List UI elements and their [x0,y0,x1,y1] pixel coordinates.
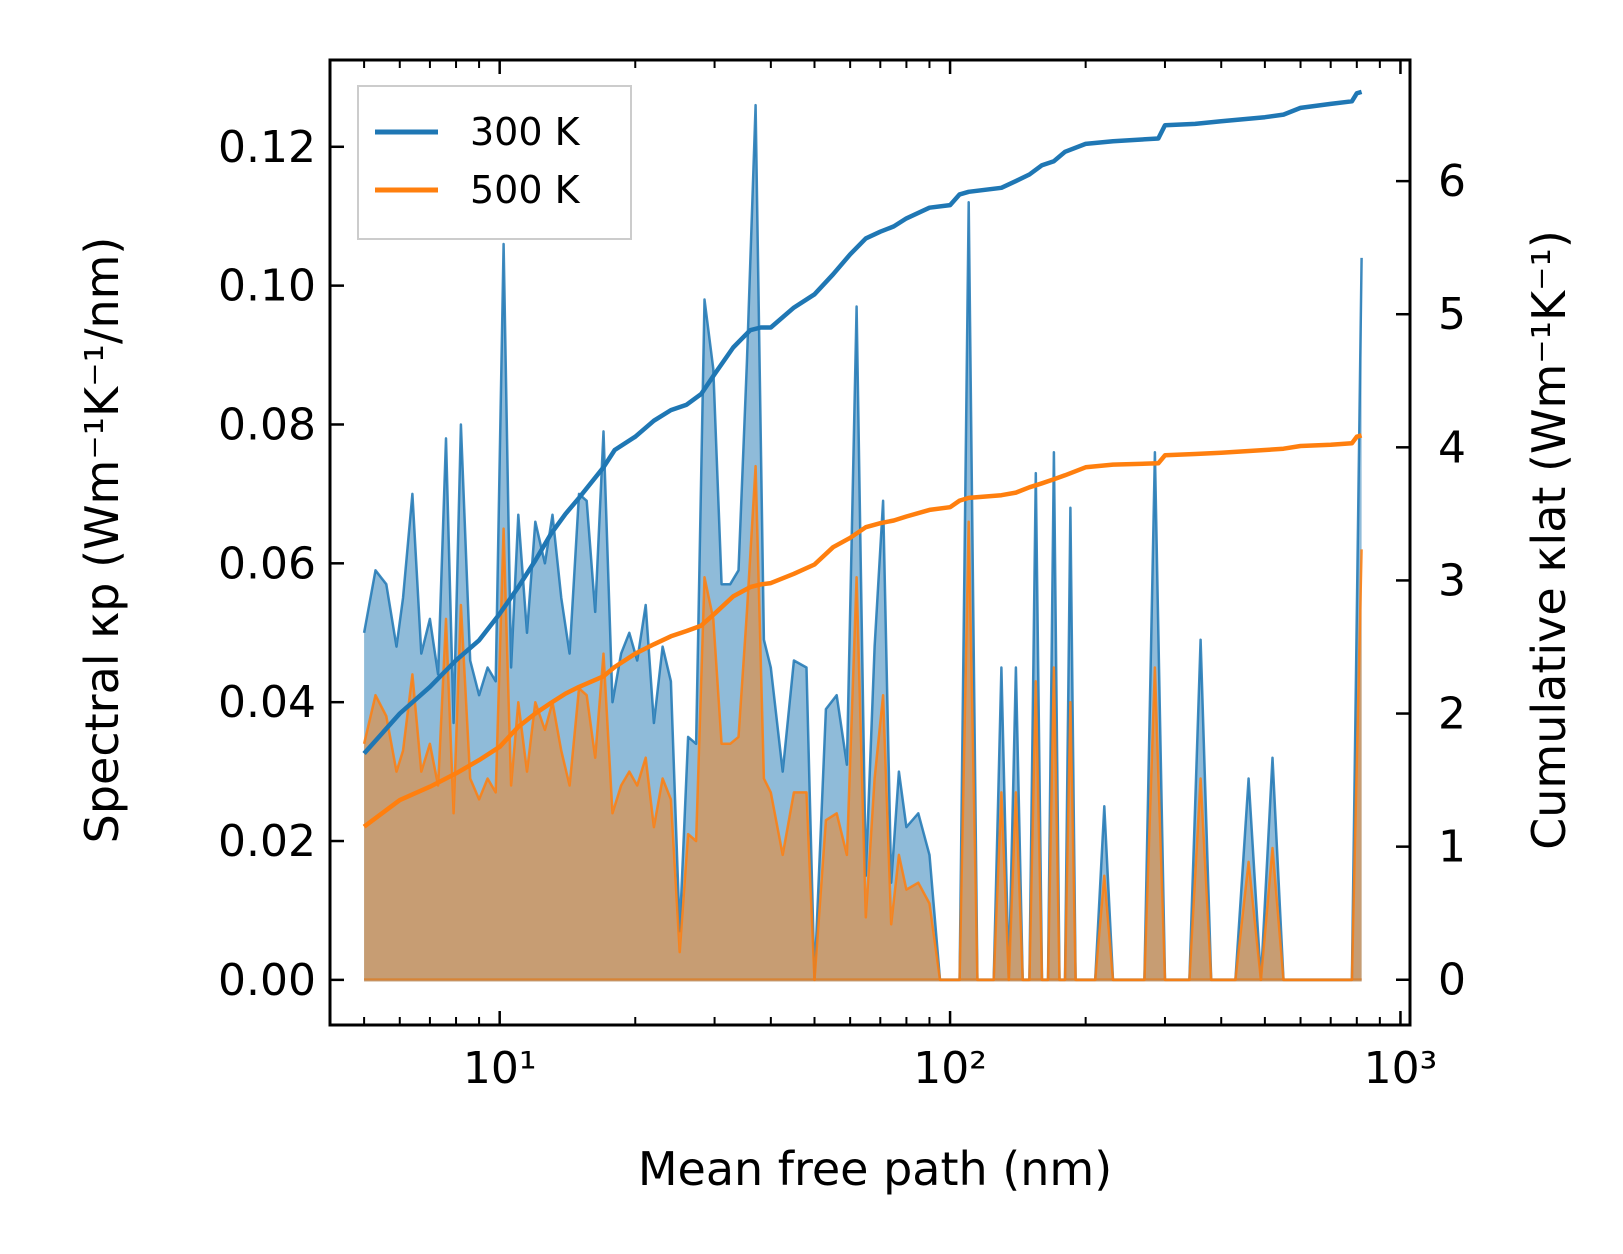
y-right-tick-label-3: 3 [1438,555,1466,606]
x-tick-label-0: 10¹ [463,1043,537,1094]
y-left-tick-label-2: 0.04 [218,677,316,728]
cumulative-line-300k [362,89,1363,755]
y-left-tick-label-4: 0.08 [218,399,316,450]
y-axis-right-title: Cumulative κlat (Wm⁻¹K⁻¹) [1522,230,1576,850]
y-left-tick-label-6: 0.12 [218,122,316,173]
legend-frame [357,85,632,240]
y-left-tick-label-1: 0.02 [218,816,316,867]
legend-label-300k: 300 K [470,110,581,154]
axes: 10¹ 10² 10³ 0.00 0.02 0.04 0.06 0.08 0.10 0.12 0 1 2… [218,58,1466,1094]
y-axis-left-title: Spectral κp (Wm⁻¹K⁻¹/nm) [75,237,129,844]
y-left-tick-label-5: 0.10 [218,261,316,312]
legend: 300 K 500 K [357,85,632,240]
y-right-tick-label-5: 5 [1438,289,1466,340]
x-tick-label-1: 10² [913,1043,987,1094]
y-left-tick-label-0: 0.00 [218,955,316,1006]
x-tick-label-2: 10³ [1364,1043,1438,1094]
y-left-tick-label-3: 0.06 [218,538,316,589]
y-right-tick-label-2: 2 [1438,689,1466,740]
spectral-area-500k [364,466,1362,980]
y-right-tick-label-6: 6 [1438,156,1466,207]
cumulative-line-500k [362,433,1363,829]
spectral-line-300k [362,103,1363,982]
y-right-tick-label-4: 4 [1438,422,1466,473]
legend-label-500k: 500 K [470,168,581,212]
plot-frame [328,58,1412,1027]
plot-area [362,89,1363,982]
spectral-area-300k [364,105,1362,980]
y-right-tick-label-0: 0 [1438,955,1466,1006]
x-axis-title: Mean free path (nm) [638,1142,1112,1196]
plot-series-group [362,89,1363,982]
y-right-tick-label-1: 1 [1438,822,1466,873]
